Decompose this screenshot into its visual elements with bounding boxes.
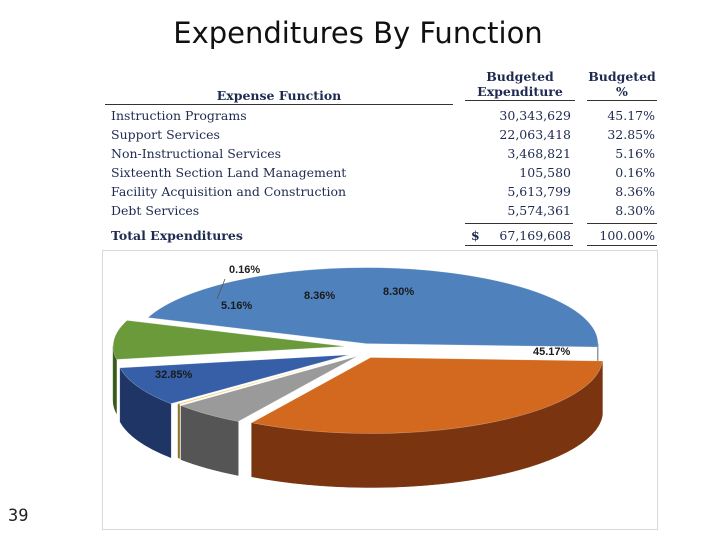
row-percent: 32.85% xyxy=(607,127,655,142)
pie-leader-line xyxy=(216,278,226,300)
row-percent: 8.36% xyxy=(615,184,655,199)
pie-data-label: 0.16% xyxy=(229,264,260,276)
total-rule-expenditure xyxy=(465,245,573,246)
header-expenditure-line2: Expenditure xyxy=(477,84,563,99)
row-function: Debt Services xyxy=(111,203,200,218)
subtotal-rule-percent xyxy=(587,223,657,224)
pie-data-label: 45.17% xyxy=(533,346,571,358)
row-expenditure: 5,574,361 xyxy=(507,203,571,218)
pie-slice xyxy=(147,267,599,348)
table-row: Instruction Programs 30,343,629 45.17% xyxy=(105,106,660,125)
pie-data-label: 8.36% xyxy=(304,290,335,302)
row-percent: 5.16% xyxy=(615,146,655,161)
row-expenditure: 5,613,799 xyxy=(507,184,571,199)
row-expenditure: 105,580 xyxy=(519,165,571,180)
table-row: Sixteenth Section Land Management 105,58… xyxy=(105,163,660,182)
row-function: Non-Instructional Services xyxy=(111,146,282,161)
pie-chart: 45.17% 32.85% 5.16% 0.16% 8.36% 8.30% xyxy=(112,264,603,488)
total-percent: 100.00% xyxy=(599,228,655,243)
row-function: Instruction Programs xyxy=(111,108,247,123)
expenditure-table: Expense Function Budgeted Expenditure Bu… xyxy=(105,66,660,248)
table-row: Facility Acquisition and Construction 5,… xyxy=(105,182,660,201)
table-row: Support Services 22,063,418 32.85% xyxy=(105,125,660,144)
table-row: Non-Instructional Services 3,468,821 5.1… xyxy=(105,144,660,163)
header-expenditure-line1: Budgeted xyxy=(486,69,554,84)
page-number: 39 xyxy=(8,506,29,526)
row-function: Facility Acquisition and Construction xyxy=(111,184,347,199)
header-percent-line2: % xyxy=(616,84,628,99)
total-label: Total Expenditures xyxy=(111,228,243,243)
row-expenditure: 22,063,418 xyxy=(499,127,571,142)
header-budgeted-percent: Budgeted % xyxy=(587,69,657,101)
header-budgeted-expenditure: Budgeted Expenditure xyxy=(465,69,575,101)
row-function: Sixteenth Section Land Management xyxy=(111,165,347,180)
total-currency: $ xyxy=(471,228,480,243)
pie-data-label: 8.30% xyxy=(383,286,414,298)
row-expenditure: 3,468,821 xyxy=(507,146,571,161)
table-row: Debt Services 5,574,361 8.30% xyxy=(105,201,660,220)
slide-title: Expenditures By Function xyxy=(173,16,543,50)
pie-slice xyxy=(112,320,346,360)
pie-data-label: 32.85% xyxy=(155,369,193,381)
row-function: Support Services xyxy=(111,127,220,142)
pie-slice xyxy=(177,354,356,405)
pie-slice xyxy=(250,357,603,434)
row-percent: 45.17% xyxy=(607,108,655,123)
pie-slice xyxy=(119,354,349,404)
total-expenditure: 67,169,608 xyxy=(499,228,571,243)
pie-side-wall xyxy=(177,403,180,459)
pie-chart-frame: 45.17% 32.85% 5.16% 0.16% 8.36% 8.30% xyxy=(102,250,658,530)
pie-data-label: 5.16% xyxy=(221,300,252,312)
header-percent-line1: Budgeted xyxy=(588,69,656,84)
header-expense-function: Expense Function xyxy=(105,88,453,105)
row-percent: 8.30% xyxy=(615,203,655,218)
total-rule-percent xyxy=(587,245,657,246)
subtotal-rule-expenditure xyxy=(465,223,573,224)
total-row: Total Expenditures $ 67,169,608 100.00% xyxy=(105,226,660,245)
row-expenditure: 30,343,629 xyxy=(499,108,571,123)
pie-slice xyxy=(180,355,358,422)
row-percent: 0.16% xyxy=(615,165,655,180)
